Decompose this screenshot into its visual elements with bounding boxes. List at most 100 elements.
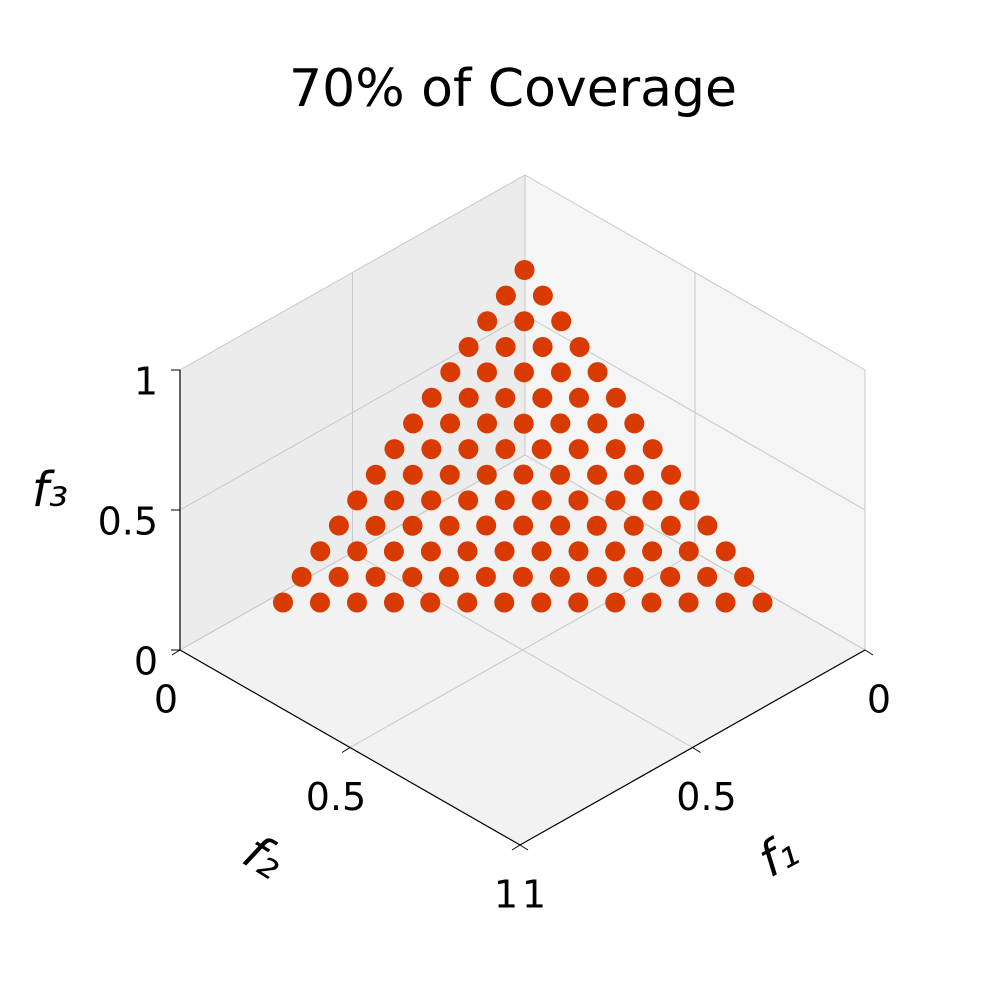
point [660, 566, 681, 587]
point [403, 413, 424, 434]
point [734, 566, 755, 587]
point [495, 439, 516, 460]
point [458, 336, 479, 357]
point [605, 541, 626, 562]
point [475, 566, 496, 587]
point [476, 464, 497, 485]
point [660, 515, 681, 536]
grid-line [179, 174, 526, 371]
point [495, 336, 516, 357]
point [458, 490, 479, 511]
point [494, 541, 515, 562]
point [531, 490, 552, 511]
point [384, 439, 405, 460]
point [679, 490, 700, 511]
point [309, 592, 330, 613]
point [495, 387, 516, 408]
point [477, 311, 498, 332]
point [513, 464, 534, 485]
point [605, 439, 626, 460]
point [568, 490, 589, 511]
point [697, 515, 718, 536]
point [457, 541, 478, 562]
x-tick-label: 0.5 [676, 775, 736, 819]
point [550, 413, 571, 434]
point [438, 566, 459, 587]
point [365, 566, 386, 587]
point [347, 541, 368, 562]
y-tick-label: 0 [154, 678, 178, 722]
point [421, 490, 442, 511]
point [549, 566, 570, 587]
point [494, 490, 515, 511]
point [347, 490, 368, 511]
point [605, 387, 626, 408]
grid-line [524, 174, 866, 371]
point [346, 592, 367, 613]
point [383, 592, 404, 613]
point [458, 387, 479, 408]
z-axis-label: f₃ [32, 462, 68, 518]
point [477, 413, 498, 434]
y-axis-label: f₂ [233, 824, 293, 891]
z-tick-label: 0 [134, 640, 158, 684]
point [476, 362, 497, 383]
point [421, 387, 442, 408]
point [587, 362, 608, 383]
point [291, 566, 312, 587]
x-tick [864, 649, 874, 656]
point [678, 592, 699, 613]
point [440, 362, 461, 383]
y-tick [341, 747, 351, 753]
point [605, 592, 626, 613]
point [568, 439, 589, 460]
point [402, 515, 423, 536]
point [494, 592, 515, 613]
point [550, 362, 571, 383]
point [512, 566, 533, 587]
x-tick-label: 1 [522, 873, 546, 917]
point [642, 490, 663, 511]
point [550, 464, 571, 485]
x-tick [692, 747, 701, 753]
point [531, 439, 552, 460]
point [421, 439, 442, 460]
point [514, 311, 535, 332]
point [661, 464, 682, 485]
point [420, 541, 441, 562]
x-tick-label: 0 [867, 678, 891, 722]
point [273, 592, 293, 613]
point [514, 260, 535, 280]
point [531, 592, 552, 613]
point [402, 464, 423, 485]
point [458, 439, 479, 460]
point [623, 515, 644, 536]
point [310, 541, 331, 562]
point [476, 515, 497, 536]
point [328, 566, 349, 587]
point [568, 387, 589, 408]
point [752, 592, 773, 613]
point [678, 541, 699, 562]
point [642, 541, 663, 562]
point [550, 515, 571, 536]
point [495, 285, 516, 306]
y-tick [511, 844, 521, 851]
point [439, 464, 460, 485]
point [568, 592, 589, 613]
point [624, 464, 645, 485]
point [402, 567, 423, 588]
point [365, 515, 386, 536]
point [531, 541, 552, 562]
point [365, 464, 386, 485]
point [697, 566, 718, 587]
point [642, 439, 663, 460]
point [532, 285, 553, 306]
point [568, 541, 589, 562]
point [586, 566, 607, 587]
y-tick [171, 649, 181, 656]
point [328, 515, 349, 536]
point [439, 515, 460, 536]
point [587, 464, 608, 485]
point [586, 515, 607, 536]
